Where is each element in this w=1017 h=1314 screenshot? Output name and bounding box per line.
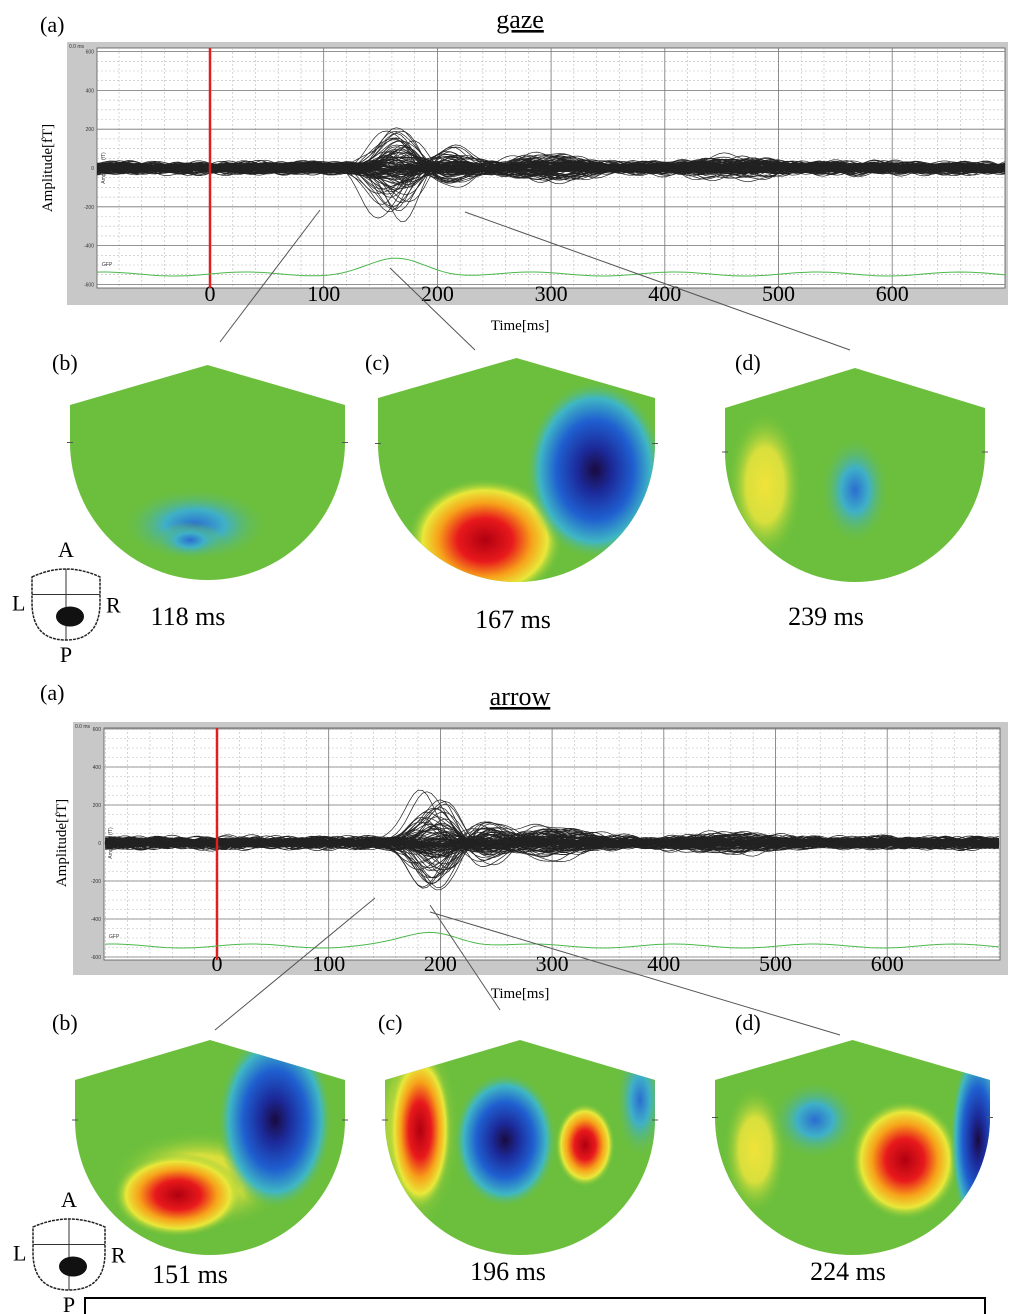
x-tick-label: 100 [307, 281, 340, 306]
field-blob [113, 1153, 243, 1237]
y-tick-label: -400 [91, 917, 101, 923]
field-blob [217, 1030, 333, 1210]
cursor-label: 0.0 ms [75, 724, 91, 730]
map-time: 167 ms [475, 605, 551, 634]
y-tick-label: -400 [84, 244, 94, 250]
y-tick-label: -600 [84, 282, 94, 288]
topo-map [370, 1030, 665, 1255]
panel-title: arrow [490, 682, 551, 711]
x-tick-label: 500 [762, 281, 795, 306]
map-time: 239 ms [788, 602, 864, 631]
map-label: (d) [735, 1010, 761, 1035]
orient-left: L [13, 1241, 26, 1266]
y-axis-label: Amplitude[fT] [54, 799, 70, 887]
panel-label: (a) [40, 680, 64, 705]
panel-label: (a) [40, 12, 64, 37]
x-tick-label: 100 [312, 951, 345, 976]
field-blob [155, 522, 225, 558]
head-blob [59, 1257, 87, 1277]
y-tick-label: -200 [84, 205, 94, 211]
x-axis-label: Time[ms] [491, 986, 550, 1002]
cursor-label: 0.0 ms [69, 44, 85, 50]
field-blob [850, 1100, 960, 1220]
orient-posterior: P [63, 1292, 75, 1314]
field-blob [727, 410, 803, 560]
topo-map [715, 1040, 1006, 1255]
field-blob [615, 1040, 665, 1160]
topo-map [75, 1030, 345, 1255]
x-tick-label: 600 [876, 281, 909, 306]
gfp-label: GFP [109, 934, 120, 940]
y-tick-label: 200 [93, 803, 102, 809]
panel-title: gaze [496, 5, 544, 34]
x-tick-label: 300 [536, 951, 569, 976]
y-tick-label: 600 [93, 727, 102, 733]
orient-left: L [12, 591, 25, 616]
field-blob [388, 1050, 452, 1210]
y-tick-label: 400 [86, 88, 95, 94]
topo-map [378, 358, 665, 602]
x-tick-label: 400 [648, 281, 681, 306]
topo-map [725, 368, 985, 582]
x-tick-label: 500 [759, 951, 792, 976]
field-blob [820, 435, 890, 545]
field-blob [950, 1045, 1006, 1235]
y-tick-label: -600 [91, 955, 101, 961]
y-tick-label: 400 [93, 765, 102, 771]
orient-posterior: P [60, 642, 72, 667]
figure: (a) gaze 600 400 200 0 -200 -400 -600 0 100 200 300 4… [0, 0, 1017, 1314]
map-time: 118 ms [151, 602, 226, 631]
y-tick-label: 0 [91, 166, 94, 172]
map-time: 151 ms [152, 1260, 228, 1289]
map-time: 196 ms [470, 1257, 546, 1286]
x-tick-label: 200 [424, 951, 457, 976]
gfp-label: GFP [102, 262, 113, 268]
x-tick-label: 400 [647, 951, 680, 976]
y-tick-label: -200 [91, 879, 101, 885]
y-axis-label: Amplitude[fT] [40, 124, 56, 212]
x-tick-label: 600 [871, 951, 904, 976]
orient-right: R [106, 593, 121, 618]
x-tick-label: 300 [535, 281, 568, 306]
map-label: (c) [365, 350, 389, 375]
map-label: (d) [735, 350, 761, 375]
map-label: (b) [52, 350, 78, 375]
caption-box [85, 1298, 985, 1314]
orient-right: R [111, 1243, 126, 1268]
field-blob [555, 1103, 615, 1187]
y-tick-label: 200 [86, 127, 95, 133]
head-blob [56, 607, 84, 627]
topo-map [70, 365, 345, 580]
x-axis-label: Time[ms] [491, 318, 550, 334]
field-blob [525, 380, 665, 560]
y-tick-label: 600 [86, 50, 95, 56]
field-blob [770, 1080, 860, 1160]
field-blob [453, 1072, 557, 1208]
y-tick-label: 0 [98, 841, 101, 847]
map-time: 224 ms [810, 1257, 886, 1286]
orient-anterior: A [58, 537, 74, 562]
orient-anterior: A [61, 1187, 77, 1212]
map-label: (c) [378, 1010, 402, 1035]
map-label: (b) [52, 1010, 78, 1035]
